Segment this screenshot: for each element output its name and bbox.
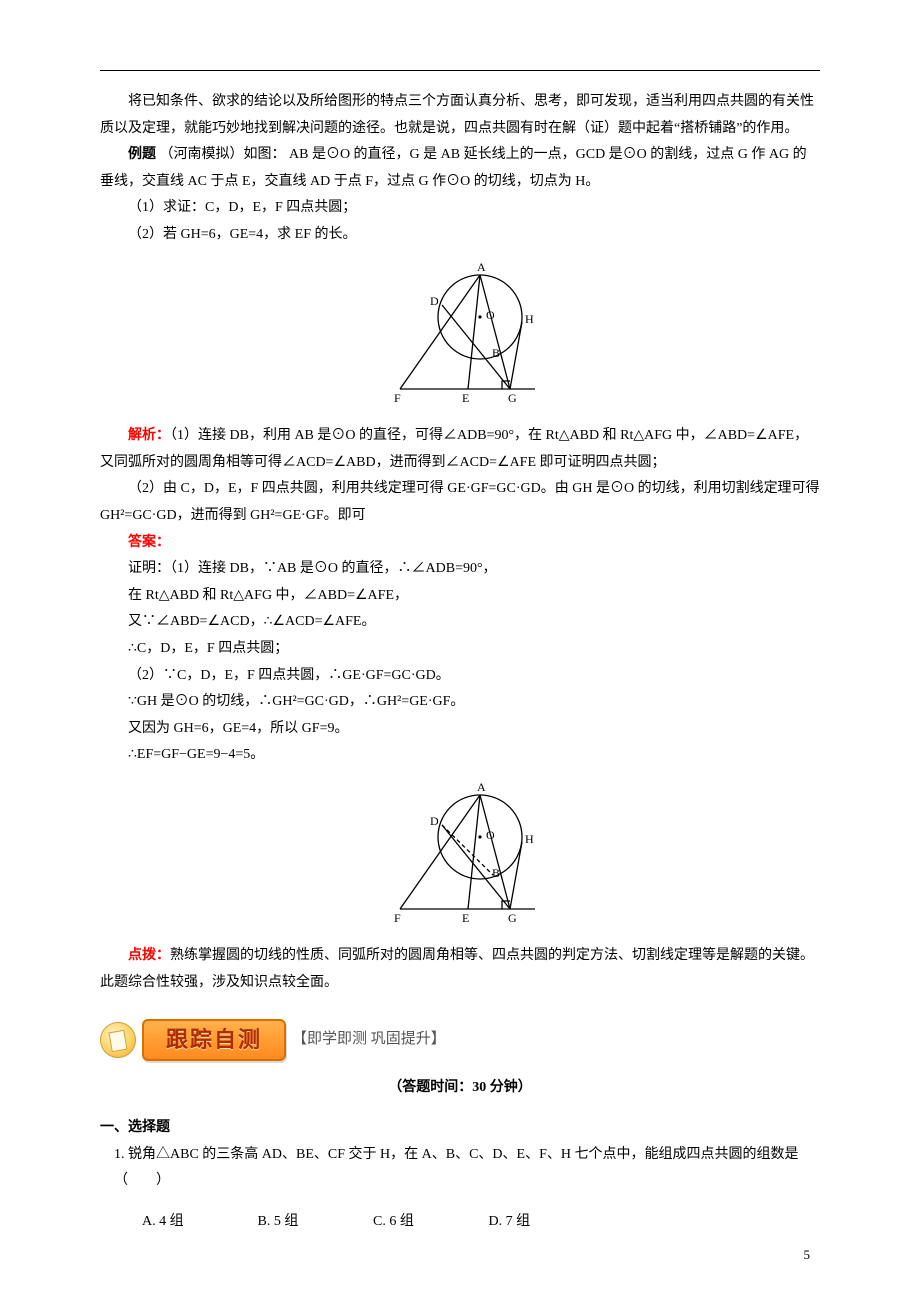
dianbo-paragraph: 点拨：熟练掌握圆的切线的性质、同弧所对的圆周角相等、四点共圆的判定方法、切割线定…	[100, 943, 820, 996]
page-number: 5	[804, 1243, 811, 1268]
svg-text:A: A	[477, 260, 486, 274]
daan-l2: 在 Rt△ABD 和 Rt△AFG 中，∠ABD=∠AFE，	[100, 583, 820, 610]
example-label: 例题	[128, 147, 156, 162]
svg-text:A: A	[477, 780, 486, 794]
example-q1: （1）求证：C，D，E，F 四点共圆；	[100, 195, 820, 222]
example-q2: （2）若 GH=6，GE=4，求 EF 的长。	[100, 222, 820, 249]
svg-text:D: D	[430, 814, 439, 828]
dianbo-text: 熟练掌握圆的切线的性质、同弧所对的圆周角相等、四点共圆的判定方法、切割线定理等是…	[100, 948, 814, 990]
svg-text:F: F	[394, 391, 401, 405]
svg-text:G: G	[508, 911, 517, 925]
daan-l6: ∵GH 是⊙O 的切线，∴GH²=GC·GD，∴GH²=GE·GF。	[100, 689, 820, 716]
dianbo-label: 点拨：	[128, 948, 170, 963]
q1-option-c: C. 6 组	[373, 1209, 485, 1236]
banner-title: 跟踪自测	[142, 1019, 286, 1061]
svg-text:D: D	[430, 294, 439, 308]
q1-options: A. 4 组 B. 5 组 C. 6 组 D. 7 组	[100, 1209, 820, 1236]
svg-text:H: H	[525, 832, 534, 846]
figure-1: A O D B H F E G	[100, 257, 820, 418]
example-source: （河南模拟）如图：	[160, 147, 286, 162]
jiexi-paragraph-1: 解析：（1）连接 DB，利用 AB 是⊙O 的直径，可得∠ADB=90°，在 R…	[100, 423, 820, 476]
example-paragraph: 例题 （河南模拟）如图： AB 是⊙O 的直径，G 是 AB 延长线上的一点，G…	[100, 142, 820, 195]
section-1-heading: 一、选择题	[100, 1115, 820, 1142]
jiexi-label: 解析：	[128, 428, 170, 443]
daan-l5: （2）∵C，D，E，F 四点共圆，∴GE·GF=GC·GD。	[100, 663, 820, 690]
q1-option-b: B. 5 组	[258, 1209, 370, 1236]
intro-paragraph: 将已知条件、欲求的结论以及所给图形的特点三个方面认真分析、思考，即可发现，适当利…	[100, 89, 820, 142]
svg-text:F: F	[394, 911, 401, 925]
q1-option-a: A. 4 组	[142, 1209, 254, 1236]
svg-text:B: B	[492, 866, 500, 880]
svg-text:O: O	[486, 308, 495, 322]
banner-icon	[100, 1022, 136, 1058]
q1-stem: 1. 锐角△ABC 的三条高 AD、BE、CF 交于 H，在 A、B、C、D、E…	[100, 1142, 820, 1195]
svg-text:G: G	[508, 391, 517, 405]
daan-l7: 又因为 GH=6，GE=4，所以 GF=9。	[100, 716, 820, 743]
track-self-test-banner: 跟踪自测 【即学即测 巩固提升】	[100, 1019, 820, 1061]
jiexi-paragraph-2: （2）由 C，D，E，F 四点共圆，利用共线定理可得 GE·GF=GC·GD。由…	[100, 476, 820, 529]
svg-text:H: H	[525, 312, 534, 326]
daan-label: 答案：	[128, 535, 170, 550]
daan-l1: 证明：（1）连接 DB，∵AB 是⊙O 的直径，∴∠ADB=90°，	[100, 556, 820, 583]
daan-l8: ∴EF=GF−GE=9−4=5。	[100, 742, 820, 769]
banner-subtitle: 【即学即测 巩固提升】	[292, 1025, 446, 1054]
q1-option-d: D. 7 组	[489, 1209, 601, 1236]
time-line: （答题时间：30 分钟）	[100, 1075, 820, 1102]
svg-text:E: E	[462, 911, 469, 925]
top-rule	[100, 70, 820, 71]
svg-text:E: E	[462, 391, 469, 405]
daan-label-line: 答案：	[100, 530, 820, 557]
daan-l4: ∴C，D，E，F 四点共圆；	[100, 636, 820, 663]
svg-text:B: B	[492, 346, 500, 360]
jiexi-text-1: （1）连接 DB，利用 AB 是⊙O 的直径，可得∠ADB=90°，在 Rt△A…	[100, 428, 808, 470]
daan-l3: 又∵∠ABD=∠ACD，∴∠ACD=∠AFE。	[100, 609, 820, 636]
figure-2: A O D B H F E G	[100, 777, 820, 938]
page: 将已知条件、欲求的结论以及所给图形的特点三个方面认真分析、思考，即可发现，适当利…	[0, 0, 920, 1302]
svg-text:O: O	[486, 828, 495, 842]
